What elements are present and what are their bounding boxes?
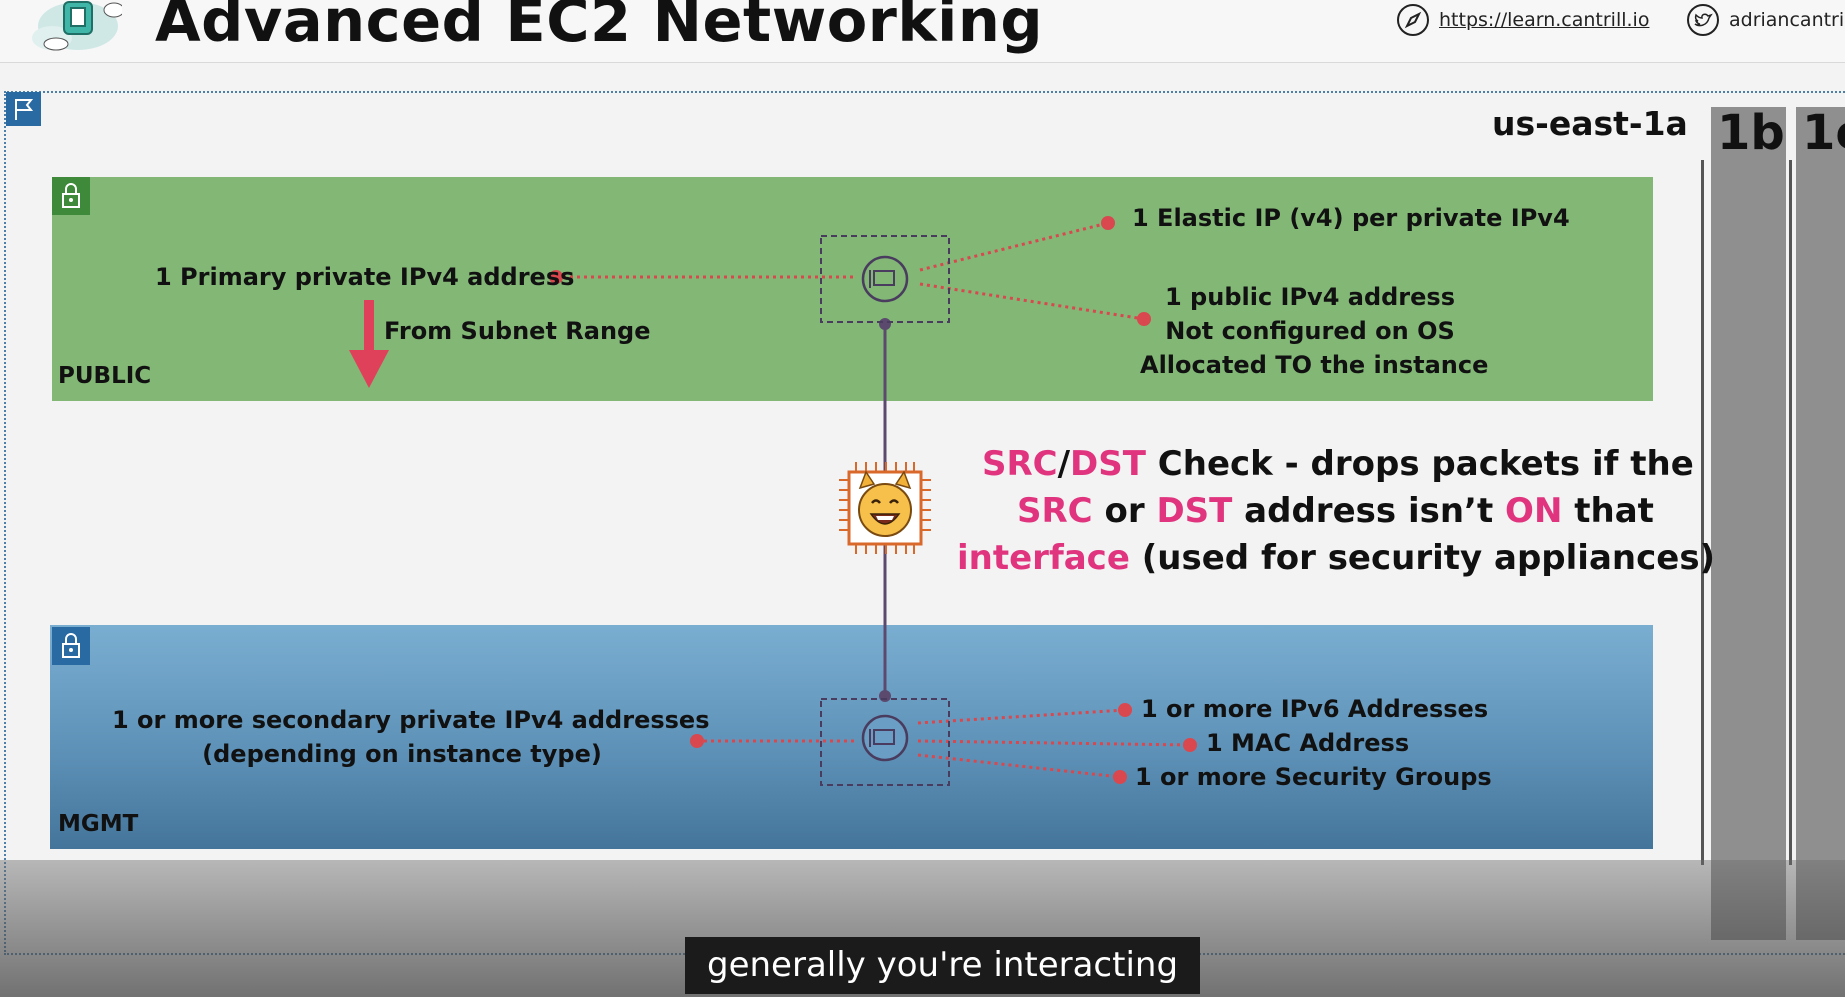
public-ip-line: Not configured on OS bbox=[1165, 317, 1455, 345]
src-word: SRC bbox=[982, 444, 1058, 484]
az-label-1c: 1c bbox=[1802, 105, 1845, 161]
cloud-logo-icon bbox=[32, 1, 122, 51]
secondary-ip-line: 1 or more secondary private IPv4 address… bbox=[112, 706, 710, 734]
lock-icon bbox=[52, 627, 90, 665]
mgmt-connectors bbox=[697, 708, 1191, 779]
az-divider bbox=[1789, 160, 1792, 865]
secondary-ip-block: 1 or more secondary private IPv4 address… bbox=[112, 703, 710, 771]
src-dst-line-2: SRC or DST address isn’t ON that bbox=[1017, 491, 1654, 531]
az-column-1b: 1b bbox=[1711, 105, 1786, 940]
security-groups-text: 1 or more Security Groups bbox=[1135, 763, 1492, 791]
twitter-icon bbox=[1687, 4, 1719, 36]
website-url[interactable]: https://learn.cantrill.io bbox=[1439, 9, 1650, 31]
on-word: ON bbox=[1505, 491, 1563, 531]
public-subnet: PUBLIC bbox=[52, 177, 1653, 401]
interface-word: interface bbox=[957, 538, 1130, 578]
az-label-1b: 1b bbox=[1717, 105, 1785, 161]
elastic-ip-text: 1 Elastic IP (v4) per private IPv4 bbox=[1132, 204, 1570, 232]
eni-icon bbox=[820, 235, 950, 323]
secondary-ip-line: (depending on instance type) bbox=[202, 740, 602, 768]
public-subnet-label: PUBLIC bbox=[58, 363, 152, 389]
subtitle-caption: generally you're interacting bbox=[685, 937, 1201, 994]
from-subnet-text: From Subnet Range bbox=[384, 317, 651, 345]
mac-text: 1 MAC Address bbox=[1206, 729, 1410, 757]
dst-word: DST bbox=[1156, 491, 1233, 531]
ipv6-text: 1 or more IPv6 Addresses bbox=[1141, 695, 1489, 723]
src-word: SRC bbox=[1017, 491, 1093, 531]
twitter-handle[interactable]: adriancantri bbox=[1729, 9, 1845, 31]
az-divider bbox=[1701, 160, 1704, 865]
src-dst-line-3: interface (used for security appliances) bbox=[957, 538, 1716, 578]
src-dst-line-1: SRC/DST Check - drops packets if the bbox=[982, 444, 1694, 484]
public-ip-line: Allocated TO the instance bbox=[1140, 351, 1489, 379]
website-link[interactable]: https://learn.cantrill.io bbox=[1396, 0, 1649, 40]
mgmt-subnet-label: MGMT bbox=[58, 811, 139, 837]
down-arrow-icon bbox=[349, 300, 389, 388]
az-column-1c: 1c bbox=[1796, 105, 1845, 940]
instance-cat-chip-icon bbox=[839, 462, 931, 554]
eni-icon bbox=[820, 698, 950, 786]
lock-icon bbox=[52, 177, 90, 215]
twitter-link[interactable]: adriancantri bbox=[1686, 0, 1844, 40]
primary-ip-text: 1 Primary private IPv4 address bbox=[155, 263, 575, 291]
public-connectors bbox=[556, 221, 1145, 321]
header: Advanced EC2 Networking https://learn.ca… bbox=[0, 0, 1845, 63]
mgmt-subnet: MGMT bbox=[50, 625, 1653, 849]
public-ip-line: 1 public IPv4 address bbox=[1165, 283, 1455, 311]
az-label-1a: us-east-1a bbox=[1492, 104, 1688, 143]
public-ip-block: 1 public IPv4 address Not configured on … bbox=[1140, 280, 1489, 382]
page-title: Advanced EC2 Networking bbox=[155, 0, 1044, 55]
region-flag-icon bbox=[6, 92, 41, 126]
compass-icon bbox=[1397, 4, 1429, 36]
dst-word: DST bbox=[1070, 444, 1146, 484]
